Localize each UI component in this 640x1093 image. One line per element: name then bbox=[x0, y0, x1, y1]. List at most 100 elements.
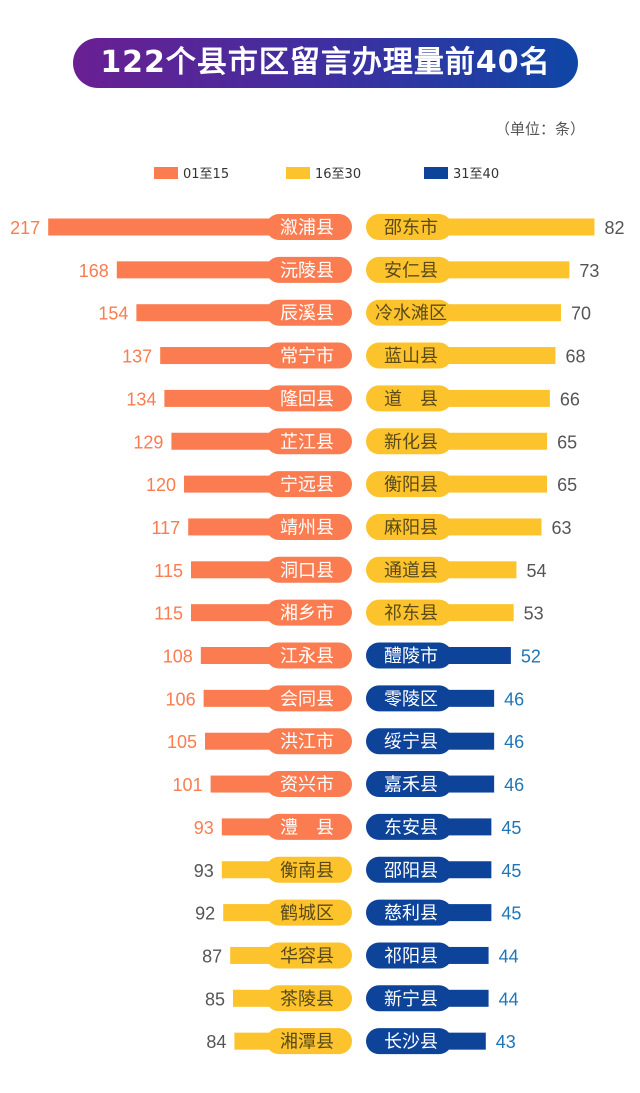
right-label-pill bbox=[366, 513, 452, 540]
right-label-pill bbox=[366, 985, 452, 1012]
left-bar bbox=[205, 732, 276, 750]
right-label-pill bbox=[366, 856, 452, 883]
right-label-pill bbox=[366, 385, 452, 412]
left-bar bbox=[160, 347, 276, 365]
left-value-label: 154 bbox=[98, 304, 128, 324]
right-category-label: 绥宁县 bbox=[384, 732, 438, 753]
right-bar bbox=[442, 604, 514, 622]
left-value-label: 87 bbox=[202, 946, 222, 966]
left-label-pill bbox=[266, 642, 352, 669]
unit-note: （单位：条） bbox=[494, 120, 585, 138]
left-label-pill bbox=[266, 942, 352, 969]
left-value-label: 92 bbox=[195, 904, 215, 924]
right-label-pill bbox=[366, 685, 452, 712]
right-category-label: 慈利县 bbox=[384, 903, 438, 924]
right-category-label: 祁阳县 bbox=[384, 946, 438, 967]
right-bar bbox=[442, 432, 548, 450]
left-label-pill bbox=[266, 556, 352, 583]
left-value-label: 93 bbox=[194, 818, 214, 838]
right-value-label: 43 bbox=[496, 1032, 516, 1052]
right-label-pill bbox=[366, 813, 452, 840]
right-bar bbox=[442, 518, 542, 536]
left-category-label: 芷江县 bbox=[280, 432, 334, 453]
right-value-label: 44 bbox=[499, 946, 519, 966]
right-label-pill bbox=[366, 471, 452, 498]
left-category-label: 茶陵县 bbox=[280, 989, 334, 1010]
left-category-label: 澧 县 bbox=[280, 817, 334, 838]
right-bar bbox=[442, 647, 511, 664]
right-category-label: 邵东市 bbox=[384, 218, 438, 239]
left-value-label: 93 bbox=[194, 861, 214, 881]
left-bar bbox=[221, 861, 276, 879]
left-category-label: 江永县 bbox=[280, 646, 334, 667]
left-bar bbox=[203, 689, 276, 707]
right-value-label: 45 bbox=[501, 861, 521, 881]
right-label-pill bbox=[366, 556, 452, 583]
legend-swatch-16-30 bbox=[286, 167, 310, 179]
left-category-label: 隆回县 bbox=[280, 389, 334, 410]
right-bar bbox=[442, 946, 489, 964]
left-category-label: 鹤城区 bbox=[280, 903, 334, 924]
right-value-label: 70 bbox=[571, 304, 591, 324]
left-category-label: 靖州县 bbox=[280, 517, 334, 538]
right-category-label: 祁东县 bbox=[384, 603, 438, 624]
left-value-label: 217 bbox=[10, 218, 40, 238]
right-value-label: 68 bbox=[565, 347, 585, 367]
right-label-pill bbox=[366, 728, 452, 755]
right-category-label: 蓝山县 bbox=[384, 346, 438, 367]
legend-label-01-15: 01至15 bbox=[183, 167, 230, 182]
right-label-pill bbox=[366, 642, 452, 669]
right-value-label: 45 bbox=[501, 818, 521, 838]
right-bar bbox=[442, 861, 492, 879]
right-value-label: 63 bbox=[552, 518, 572, 538]
left-bar bbox=[223, 904, 276, 922]
right-bar bbox=[442, 218, 595, 236]
left-category-label: 宁远县 bbox=[280, 475, 334, 496]
legend-label-16-30: 16至30 bbox=[315, 167, 362, 182]
left-value-label: 101 bbox=[173, 775, 203, 795]
left-value-label: 134 bbox=[126, 389, 156, 409]
left-bar bbox=[210, 775, 276, 793]
left-category-label: 资兴市 bbox=[280, 775, 334, 796]
right-label-pill bbox=[366, 256, 452, 283]
left-value-label: 120 bbox=[146, 475, 176, 495]
right-label-pill bbox=[366, 299, 452, 326]
right-value-label: 65 bbox=[557, 475, 577, 495]
left-label-pill bbox=[266, 599, 352, 626]
left-category-label: 常宁市 bbox=[280, 346, 334, 367]
right-category-label: 新宁县 bbox=[384, 989, 438, 1010]
left-label-pill bbox=[266, 899, 352, 926]
left-bar bbox=[184, 475, 276, 493]
left-value-label: 115 bbox=[154, 604, 183, 624]
right-category-label: 邵阳县 bbox=[384, 860, 438, 881]
left-label-pill bbox=[266, 471, 352, 498]
right-value-label: 82 bbox=[604, 218, 624, 238]
right-label-pill bbox=[366, 342, 452, 369]
left-bar bbox=[171, 432, 276, 450]
left-category-label: 沅陵县 bbox=[280, 260, 334, 281]
left-category-label: 溆浦县 bbox=[280, 218, 334, 239]
left-category-label: 会同县 bbox=[280, 689, 334, 710]
left-category-label: 湘潭县 bbox=[280, 1032, 334, 1053]
right-category-label: 醴陵市 bbox=[384, 646, 438, 667]
right-label-pill bbox=[366, 942, 452, 969]
left-value-label: 137 bbox=[122, 347, 152, 367]
right-category-label: 通道县 bbox=[384, 560, 438, 581]
left-label-pill bbox=[266, 856, 352, 883]
right-bar bbox=[442, 904, 492, 922]
left-bar bbox=[233, 989, 276, 1007]
left-bar bbox=[164, 389, 276, 407]
right-label-pill bbox=[366, 599, 452, 626]
right-value-label: 65 bbox=[557, 432, 577, 452]
right-value-label: 54 bbox=[526, 561, 546, 581]
right-value-label: 44 bbox=[499, 989, 519, 1009]
left-label-pill bbox=[266, 728, 352, 755]
right-category-label: 嘉禾县 bbox=[384, 775, 438, 796]
left-label-pill bbox=[266, 385, 352, 412]
left-bar bbox=[191, 561, 276, 579]
right-label-pill bbox=[366, 1028, 452, 1055]
left-value-label: 108 bbox=[163, 647, 193, 667]
right-bar bbox=[442, 475, 548, 493]
right-bar bbox=[442, 304, 562, 322]
